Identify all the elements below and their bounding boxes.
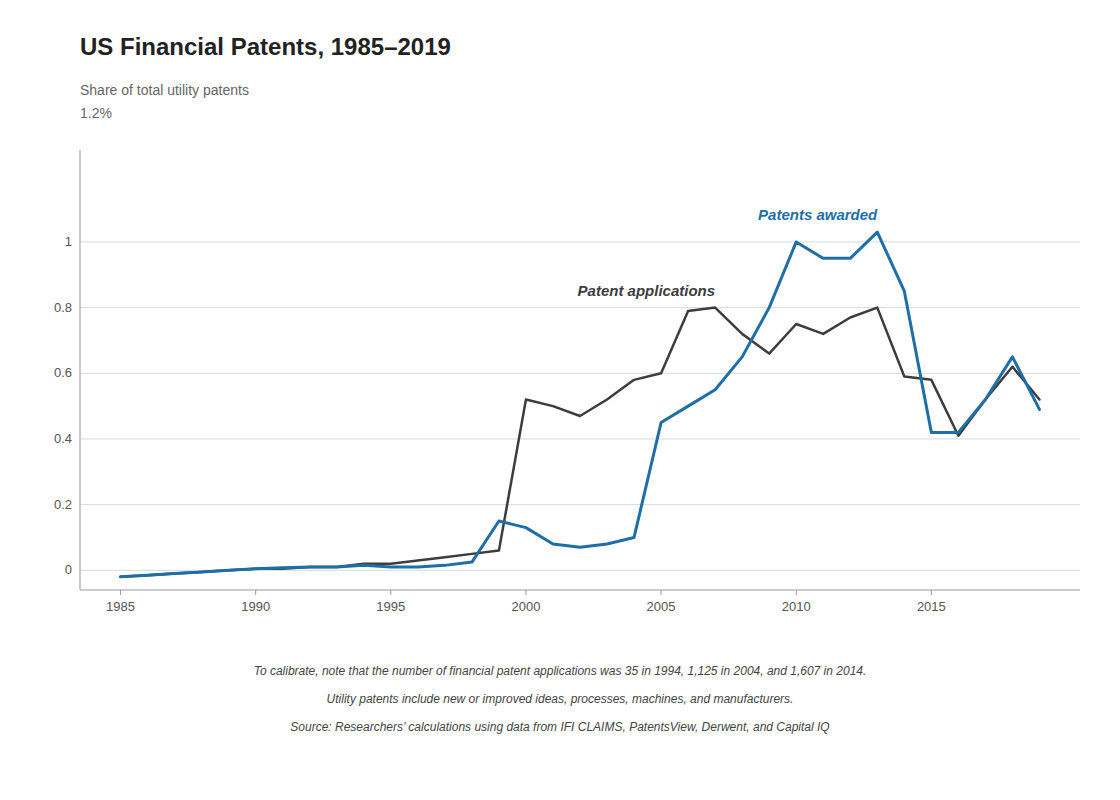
title: US Financial Patents, 1985–2019 — [80, 33, 451, 60]
x-tick — [525, 590, 526, 595]
grid-line — [80, 241, 1080, 242]
x-tick — [390, 590, 391, 595]
x-axis-line — [80, 590, 1080, 591]
footnote: Utility patents include new or improved … — [327, 692, 794, 706]
x-tick-label: 1990 — [241, 599, 270, 614]
y-tick-label: 0.2 — [54, 497, 72, 512]
grid-line — [80, 504, 1080, 505]
x-tick-label: 2005 — [647, 599, 676, 614]
grid-line — [80, 438, 1080, 439]
series-label: Patents awarded — [758, 206, 878, 223]
footnote: Source: Researchers’ calculations using … — [290, 720, 829, 734]
x-tick — [255, 590, 256, 595]
footnote: To calibrate, note that the number of fi… — [254, 664, 867, 678]
y-tick-label: 0.6 — [54, 365, 72, 380]
grid-line — [80, 373, 1080, 374]
x-tick — [931, 590, 932, 595]
series-line — [121, 232, 1040, 577]
y-tick-label: 0 — [65, 562, 72, 577]
x-tick — [796, 590, 797, 595]
annotation: 1.2% — [80, 105, 112, 121]
x-tick — [120, 590, 121, 595]
grid — [80, 242, 1080, 570]
x-tick-label: 2010 — [782, 599, 811, 614]
y-tick-label: 0.8 — [54, 300, 72, 315]
lines — [121, 232, 1040, 577]
y-tick-label: 1 — [65, 234, 72, 249]
series-line — [121, 308, 1040, 577]
y-tick-label: 0.4 — [54, 431, 72, 446]
x-tick — [661, 590, 662, 595]
y-axis-label: Share of total utility patents — [80, 82, 249, 98]
series-label: Patent applications — [578, 282, 716, 299]
x-tick-label: 1995 — [376, 599, 405, 614]
x-tick-label: 1985 — [106, 599, 135, 614]
x-tick-label: 2015 — [917, 599, 946, 614]
chart: US Financial Patents, 1985–2019 Share of … — [0, 0, 1120, 800]
y-axis-line — [80, 150, 81, 590]
x-tick-label: 2000 — [511, 599, 540, 614]
grid-line — [80, 307, 1080, 308]
